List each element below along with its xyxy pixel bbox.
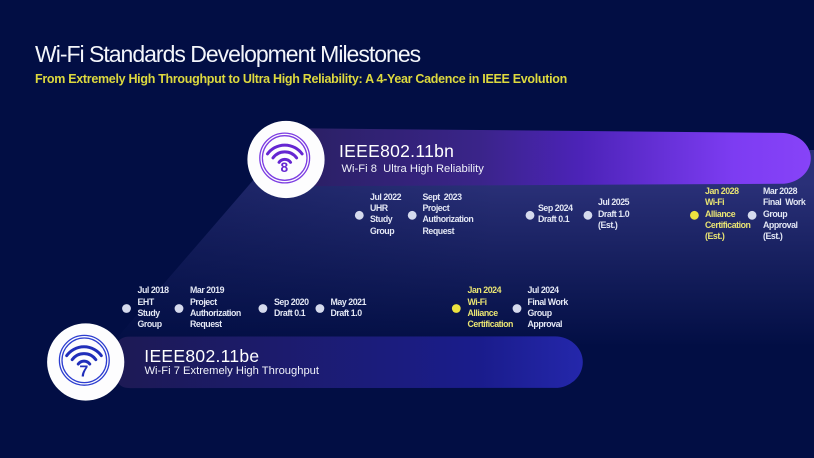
- svg-text:8: 8: [280, 160, 288, 175]
- svg-text:7: 7: [79, 364, 88, 381]
